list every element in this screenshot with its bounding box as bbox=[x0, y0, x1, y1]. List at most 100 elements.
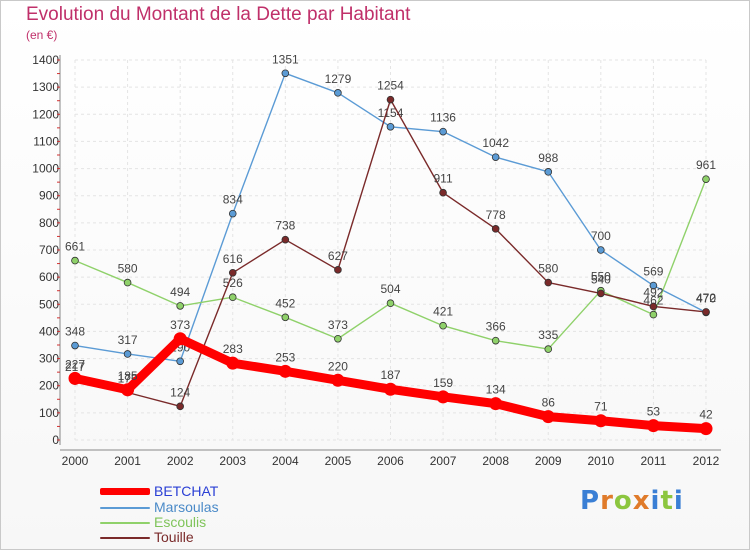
data-point-touille bbox=[334, 266, 342, 274]
x-tick-label: 2000 bbox=[62, 454, 89, 468]
data-label-escoulis: 335 bbox=[538, 328, 558, 342]
data-point-escoulis bbox=[649, 310, 658, 319]
legend-label-escoulis: Escoulis bbox=[154, 514, 207, 530]
data-label-betchat: 86 bbox=[542, 396, 556, 410]
x-tick-label: 2011 bbox=[641, 454, 667, 468]
data-label-betchat: 227 bbox=[65, 357, 85, 371]
data-label-marsoulas: 1279 bbox=[325, 72, 352, 86]
logo-letter: o bbox=[613, 486, 633, 516]
y-tick-label: 1000 bbox=[32, 162, 59, 176]
data-label-marsoulas: 700 bbox=[591, 229, 611, 243]
proxiti-logo: Proxiti bbox=[580, 486, 684, 516]
data-point-marsoulas bbox=[228, 209, 237, 218]
data-label-touille: 580 bbox=[538, 262, 558, 276]
legend-swatch-touille bbox=[100, 537, 150, 539]
data-label-touille: 738 bbox=[275, 219, 295, 233]
data-point-escoulis bbox=[439, 321, 447, 330]
data-point-betchat bbox=[594, 414, 608, 428]
y-tick-label: 200 bbox=[39, 379, 59, 393]
data-point-escoulis bbox=[702, 175, 710, 183]
x-tick-label: 2004 bbox=[272, 454, 299, 468]
data-point-marsoulas bbox=[386, 122, 395, 131]
data-point-escoulis bbox=[334, 334, 342, 343]
legend-item-marsoulas: Marsoulas bbox=[100, 499, 360, 515]
data-label-betchat: 253 bbox=[275, 350, 295, 364]
data-point-touille bbox=[491, 225, 500, 233]
y-tick-label: 1200 bbox=[32, 107, 59, 121]
data-point-betchat bbox=[173, 332, 187, 346]
data-point-betchat bbox=[68, 371, 82, 385]
data-label-marsoulas: 569 bbox=[643, 265, 663, 279]
x-tick-label: 2009 bbox=[535, 454, 562, 468]
data-label-betchat: 134 bbox=[486, 383, 506, 397]
legend-swatch-escoulis bbox=[100, 522, 150, 524]
data-point-touille bbox=[439, 188, 447, 197]
legend-label-touille: Touille bbox=[154, 529, 194, 545]
data-label-touille: 540 bbox=[591, 272, 611, 286]
data-label-escoulis: 580 bbox=[118, 262, 138, 276]
data-label-touille: 911 bbox=[434, 172, 453, 186]
data-label-touille: 778 bbox=[486, 208, 506, 222]
y-tick-label: 0 bbox=[52, 433, 59, 447]
data-label-betchat: 220 bbox=[328, 359, 348, 373]
x-tick-label: 2001 bbox=[114, 454, 141, 468]
chart-legend: BETCHAT Marsoulas Escoulis Touille bbox=[100, 483, 400, 546]
legend-swatch-marsoulas bbox=[100, 507, 150, 509]
data-label-marsoulas: 988 bbox=[538, 151, 558, 165]
data-label-marsoulas: 348 bbox=[65, 325, 85, 339]
data-point-touille bbox=[544, 278, 553, 287]
data-point-escoulis bbox=[123, 278, 132, 287]
x-tick-label: 2006 bbox=[377, 454, 404, 468]
data-point-touille bbox=[597, 289, 605, 298]
data-point-escoulis bbox=[71, 256, 79, 265]
data-point-touille bbox=[702, 308, 710, 316]
legend-item-betchat: BETCHAT bbox=[100, 483, 360, 499]
x-tick-label: 2008 bbox=[482, 454, 509, 468]
data-point-touille bbox=[649, 302, 658, 311]
data-label-escoulis: 366 bbox=[486, 320, 506, 334]
chart-title: Evolution du Montant de la Dette par Hab… bbox=[26, 4, 411, 25]
x-tick-label: 2010 bbox=[587, 454, 614, 468]
y-tick-label: 1300 bbox=[32, 80, 59, 94]
logo-letter: i bbox=[650, 486, 661, 516]
data-label-betchat: 185 bbox=[118, 369, 138, 383]
y-tick-label: 600 bbox=[39, 270, 59, 284]
legend-item-touille: Touille bbox=[100, 529, 360, 545]
data-label-betchat: 187 bbox=[380, 368, 400, 382]
data-label-marsoulas: 1042 bbox=[482, 136, 509, 150]
logo-letter: t bbox=[660, 486, 674, 516]
data-label-touille: 217 bbox=[65, 360, 85, 374]
data-point-marsoulas bbox=[334, 89, 342, 97]
y-tick-label: 800 bbox=[39, 216, 59, 230]
data-point-betchat bbox=[646, 419, 660, 433]
data-point-betchat bbox=[121, 383, 135, 397]
data-point-touille bbox=[228, 268, 237, 277]
x-tick-label: 2002 bbox=[167, 454, 194, 468]
data-label-marsoulas: 317 bbox=[118, 333, 138, 347]
data-point-escoulis bbox=[386, 299, 395, 308]
data-label-escoulis: 661 bbox=[65, 240, 85, 254]
legend-label-betchat: BETCHAT bbox=[154, 483, 219, 499]
data-point-betchat bbox=[384, 382, 397, 396]
data-point-touille bbox=[281, 235, 290, 244]
data-label-betchat: 71 bbox=[594, 400, 608, 414]
x-tick-label: 2005 bbox=[325, 454, 352, 468]
data-label-marsoulas: 470 bbox=[696, 291, 716, 305]
data-label-touille: 627 bbox=[328, 249, 348, 263]
data-label-escoulis: 504 bbox=[380, 282, 400, 296]
data-point-marsoulas bbox=[491, 153, 500, 161]
data-label-betchat: 159 bbox=[433, 376, 453, 390]
logo-letter: i bbox=[673, 486, 684, 516]
data-point-betchat bbox=[278, 364, 292, 378]
data-point-escoulis bbox=[491, 336, 500, 345]
data-point-escoulis bbox=[544, 345, 553, 353]
legend-swatch-betchat bbox=[100, 488, 150, 495]
data-label-marsoulas: 1154 bbox=[378, 106, 404, 120]
data-point-marsoulas bbox=[544, 168, 553, 176]
data-label-escoulis: 452 bbox=[275, 296, 295, 310]
y-tick-label: 100 bbox=[39, 406, 59, 420]
data-label-touille: 616 bbox=[223, 252, 243, 266]
data-label-marsoulas: 1136 bbox=[430, 111, 456, 125]
data-label-escoulis: 373 bbox=[328, 318, 348, 332]
